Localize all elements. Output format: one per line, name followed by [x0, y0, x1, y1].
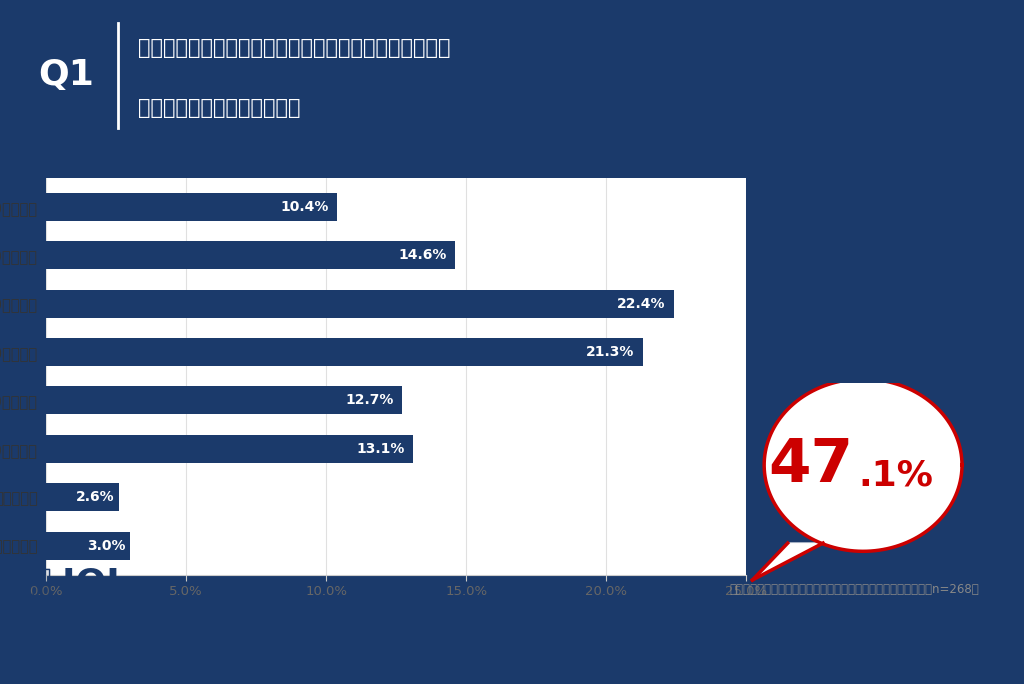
Bar — [46, 531, 130, 560]
Text: 14.6%: 14.6% — [398, 248, 446, 262]
Text: 年間の学費はいくらですか？: 年間の学費はいくらですか？ — [138, 98, 301, 118]
Bar — [46, 483, 119, 511]
Polygon shape — [753, 543, 823, 580]
Bar — [46, 193, 338, 221]
Text: JOI: JOI — [62, 566, 120, 601]
Text: 21.3%: 21.3% — [586, 345, 635, 359]
Polygon shape — [764, 379, 962, 551]
Text: 10.4%: 10.4% — [281, 200, 329, 214]
Bar — [46, 386, 401, 415]
Text: Q1: Q1 — [39, 58, 94, 92]
Bar — [46, 289, 674, 317]
Text: 2.6%: 2.6% — [76, 490, 115, 504]
Text: JYUKE Labo.
Online International School: JYUKE Labo. Online International School — [62, 601, 148, 612]
Text: お子様が現在通っているインターナショナルスクールの: お子様が現在通っているインターナショナルスクールの — [138, 38, 451, 58]
Bar — [46, 241, 455, 269]
Text: 47: 47 — [769, 436, 854, 495]
Bar — [46, 435, 413, 463]
Text: 22.4%: 22.4% — [616, 297, 666, 311]
Text: 12.7%: 12.7% — [345, 393, 393, 408]
Text: 13.1%: 13.1% — [356, 442, 404, 456]
Text: インターナショナルスクールに通っている子どもがいる保護者（n=268）: インターナショナルスクールに通っている子どもがいる保護者（n=268） — [729, 583, 979, 596]
Bar — [46, 338, 643, 366]
Polygon shape — [33, 569, 49, 607]
Text: 3.0%: 3.0% — [87, 538, 126, 553]
Text: .1%: .1% — [858, 458, 933, 492]
